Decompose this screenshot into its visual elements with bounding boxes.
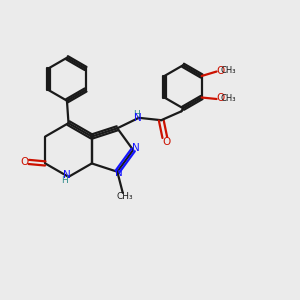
- Text: N: N: [134, 112, 142, 122]
- Text: N: N: [115, 168, 123, 178]
- Text: N: N: [132, 142, 140, 153]
- Text: CH₃: CH₃: [220, 66, 236, 75]
- Text: H: H: [61, 176, 68, 185]
- Text: N: N: [63, 170, 71, 180]
- Text: CH₃: CH₃: [116, 192, 133, 201]
- Text: O: O: [162, 137, 170, 147]
- Text: O: O: [20, 157, 29, 167]
- Text: H: H: [133, 110, 140, 119]
- Text: CH₃: CH₃: [220, 94, 236, 103]
- Text: O: O: [216, 66, 224, 76]
- Text: O: O: [216, 93, 224, 103]
